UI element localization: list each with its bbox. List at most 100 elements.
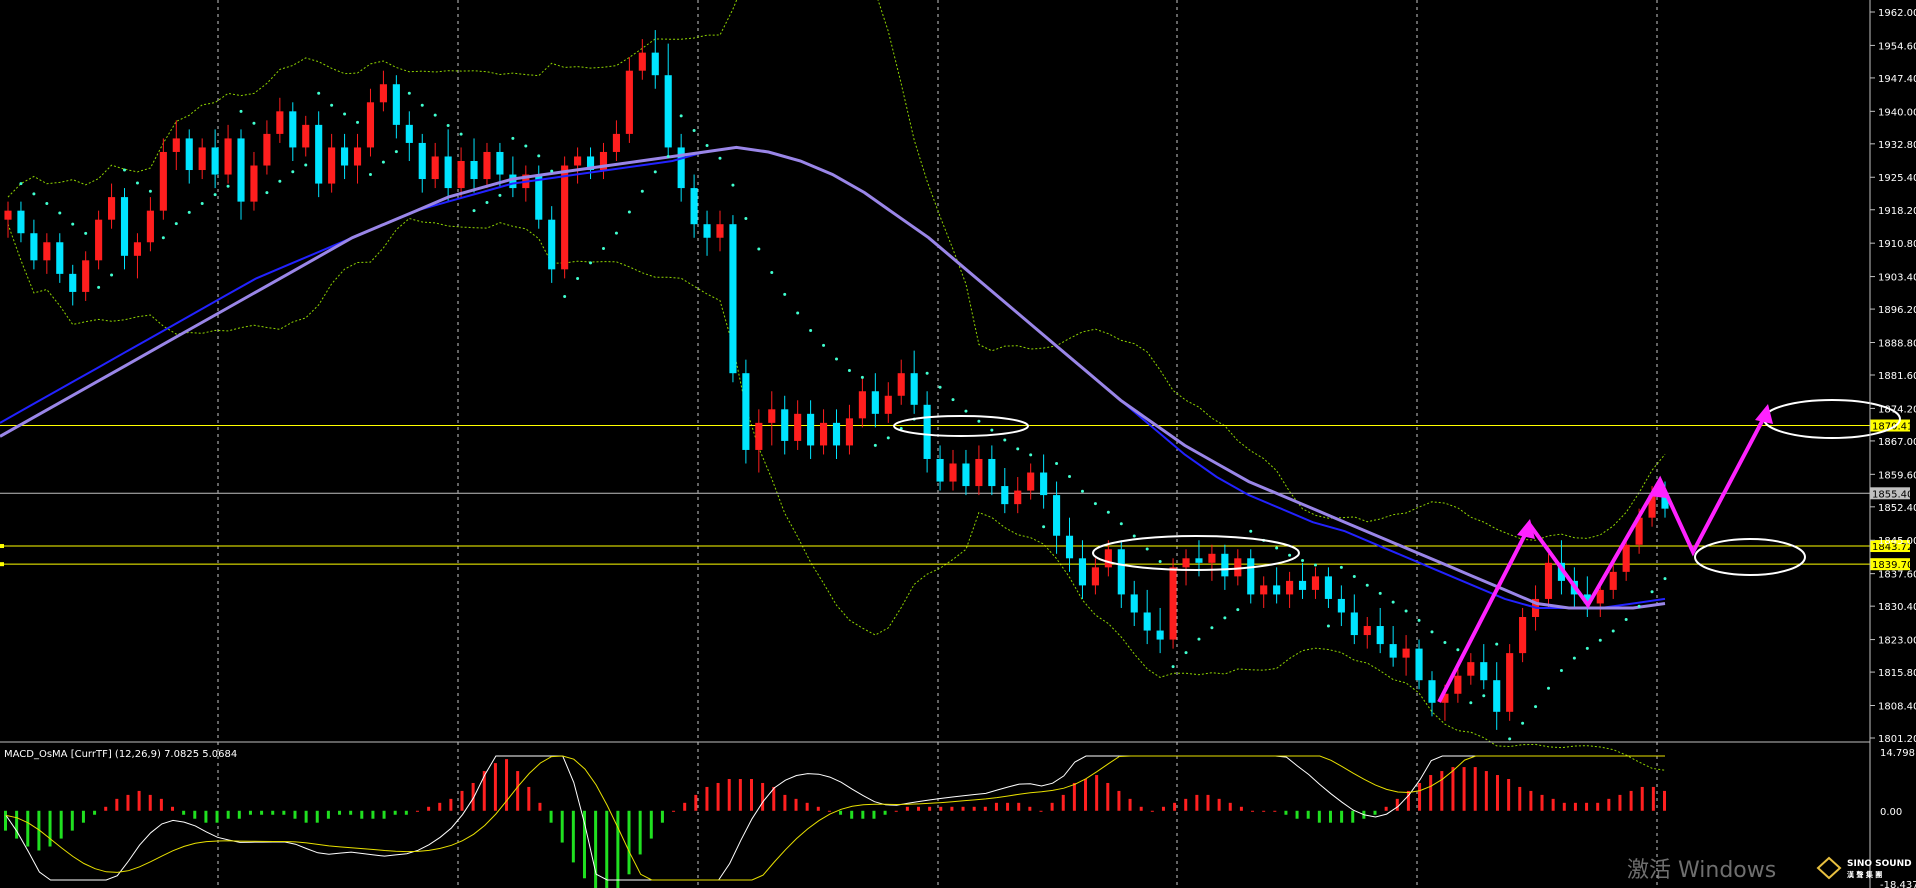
sar-dot bbox=[627, 210, 631, 214]
sar-dot bbox=[356, 120, 360, 124]
candle-body bbox=[56, 242, 64, 274]
macd-histogram-bar bbox=[861, 810, 865, 819]
candle-body bbox=[599, 151, 608, 171]
candle-body bbox=[638, 52, 646, 71]
sar-dot bbox=[174, 222, 178, 226]
macd-histogram-bar bbox=[627, 810, 631, 875]
sar-dot bbox=[899, 426, 903, 430]
macd-histogram-bar bbox=[393, 810, 397, 815]
candle-body bbox=[1221, 553, 1229, 577]
price-tick-label: 1852.40 bbox=[1878, 503, 1916, 514]
macd-tick-label: 0.00 bbox=[1880, 807, 1902, 818]
macd-histogram-bar bbox=[716, 782, 720, 811]
candle-body bbox=[82, 260, 90, 292]
candle-body bbox=[211, 147, 219, 175]
macd-tick-label: -18.4375 bbox=[1880, 880, 1916, 888]
candle-body bbox=[1311, 576, 1320, 590]
candle-body bbox=[703, 224, 711, 238]
price-tick-label: 1947.40 bbox=[1878, 74, 1916, 85]
price-tick-label: 1837.60 bbox=[1878, 570, 1916, 581]
sar-dot bbox=[1106, 510, 1110, 514]
macd-histogram-bar bbox=[371, 810, 375, 819]
sar-dot bbox=[58, 211, 62, 215]
candle-body bbox=[509, 174, 517, 189]
candle-body bbox=[1376, 626, 1384, 645]
candle-body bbox=[457, 160, 465, 189]
candle-body bbox=[1583, 594, 1591, 604]
sar-dot bbox=[1572, 656, 1576, 660]
sar-dot bbox=[1546, 686, 1550, 690]
candle-body bbox=[690, 188, 698, 225]
macd-histogram-bar bbox=[605, 810, 609, 888]
sar-dot bbox=[964, 409, 968, 413]
annotation-ellipse-3 bbox=[1694, 538, 1806, 576]
candle-body bbox=[1001, 486, 1009, 505]
macd-histogram-bar bbox=[672, 810, 676, 812]
macd-histogram-bar bbox=[749, 778, 753, 811]
sar-dot bbox=[796, 311, 800, 315]
candle-body bbox=[146, 210, 154, 243]
candle-body bbox=[392, 84, 400, 125]
price-tag-box bbox=[1870, 540, 1910, 553]
macd-histogram-bar bbox=[772, 786, 776, 811]
macd-histogram-bar bbox=[827, 810, 831, 812]
sar-dot bbox=[1016, 447, 1020, 451]
price-tick-label: 1881.60 bbox=[1878, 371, 1916, 382]
band-upper bbox=[7, 0, 1666, 541]
macd-histogram-bar bbox=[148, 794, 152, 811]
sar-dot bbox=[71, 222, 75, 226]
macd-histogram-bar bbox=[738, 778, 742, 811]
sar-dot bbox=[925, 371, 929, 375]
sar-dot bbox=[1301, 558, 1305, 562]
sar-dot bbox=[187, 210, 191, 214]
candle-body bbox=[1544, 562, 1553, 599]
sar-dot bbox=[809, 329, 813, 333]
macd-histogram-bar bbox=[1440, 771, 1444, 811]
macd-histogram-bar bbox=[905, 806, 909, 811]
candle-body bbox=[1635, 517, 1643, 545]
price-tick-label: 1815.80 bbox=[1878, 668, 1916, 679]
macd-histogram-bar bbox=[382, 810, 386, 819]
price-tag-label: 1839.70 bbox=[1872, 560, 1913, 571]
macd-histogram-bar bbox=[226, 810, 230, 819]
candle-body bbox=[1519, 617, 1527, 654]
candle-body bbox=[586, 156, 595, 171]
candle-body bbox=[742, 373, 750, 450]
sar-dot bbox=[1171, 665, 1175, 669]
sar-dot bbox=[200, 201, 204, 205]
sar-dot bbox=[1508, 737, 1512, 741]
macd-histogram-bar bbox=[1117, 790, 1121, 811]
macd-histogram-bar bbox=[527, 786, 531, 811]
macd-histogram-bar bbox=[1629, 790, 1633, 811]
macd-histogram-bar bbox=[460, 790, 464, 811]
macd-histogram-bar bbox=[48, 810, 52, 847]
macd-histogram-bar bbox=[1050, 802, 1054, 811]
candle-body bbox=[1661, 495, 1669, 509]
macd-histogram-bar bbox=[126, 794, 130, 811]
candle-body bbox=[651, 52, 659, 76]
candle-body bbox=[729, 224, 737, 374]
candle-body bbox=[1117, 549, 1125, 595]
sar-dot bbox=[1598, 638, 1602, 642]
macd-histogram-bar bbox=[961, 806, 965, 811]
macd-histogram-bar bbox=[1484, 771, 1488, 811]
candle-body bbox=[988, 458, 996, 487]
sar-dot bbox=[459, 132, 463, 136]
sar-dot bbox=[886, 436, 890, 440]
macd-histogram-bar bbox=[928, 806, 932, 811]
macd-histogram-bar bbox=[482, 771, 486, 811]
candle-body bbox=[4, 210, 12, 220]
macd-histogram-bar bbox=[1084, 778, 1088, 811]
macd-histogram-bar bbox=[994, 802, 998, 811]
candle-body bbox=[897, 373, 905, 396]
sar-dot bbox=[446, 124, 450, 128]
sar-dot bbox=[589, 261, 593, 265]
candle-body bbox=[1428, 680, 1436, 703]
candle-body bbox=[871, 391, 879, 414]
candlestick-series bbox=[4, 30, 1669, 730]
sar-dot bbox=[161, 236, 165, 240]
candle-body bbox=[224, 138, 232, 175]
candle-body bbox=[289, 111, 297, 148]
candle-body bbox=[1596, 589, 1604, 604]
candle-body bbox=[1467, 662, 1475, 676]
